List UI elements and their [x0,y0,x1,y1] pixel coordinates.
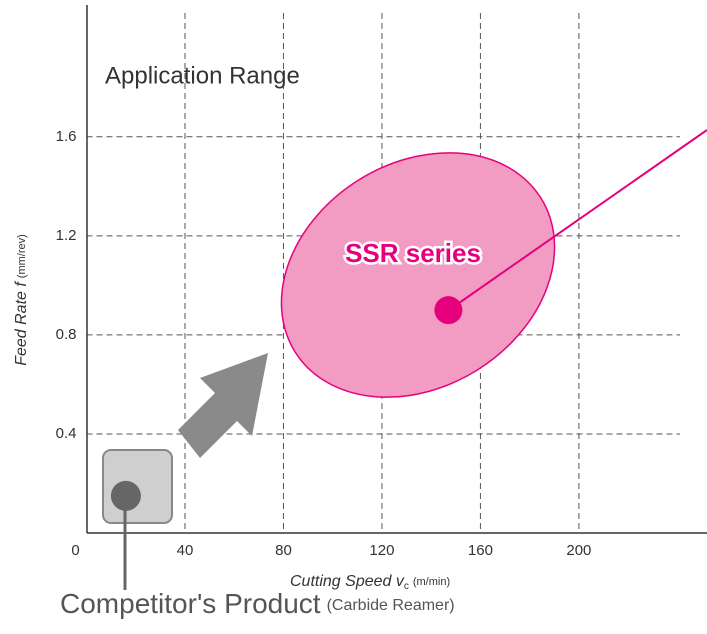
x-tick-label: 200 [566,542,591,559]
competitor-name: Competitor's Product [60,588,321,619]
x-tick-label: 120 [369,542,394,559]
competitor-note: (Carbide Reamer) [327,597,455,614]
y-label-unit: (mm/rev) [16,234,28,278]
y-tick-label: 1.2 [56,227,77,244]
y-tick-label: 0.4 [56,425,77,442]
x-tick-label: 160 [468,542,493,559]
arrow [178,353,268,458]
chart-title: Application Range [105,62,300,89]
x-label-text: Cutting Speed v [290,573,405,590]
x-label-unit: (m/min) [413,576,450,588]
x-tick-label: 80 [275,542,292,559]
y-tick-label: 0.8 [56,326,77,343]
ssr-region [280,152,556,398]
y-tick-label: 1.6 [56,128,77,145]
y-label-text: Feed Rate f [13,281,30,366]
point [434,296,463,325]
competitor-label: Competitor's Product (Carbide Reamer) [60,588,455,619]
leader-line [448,129,707,311]
x-axis-label: Cutting Speed vc (m/min) [290,573,450,591]
y-axis-label: Feed Rate f (mm/rev) [13,234,30,366]
point [110,480,141,511]
x-label-sub: c [404,581,409,592]
x-tick-label: 0 [71,542,79,559]
series-label: SSR series [345,238,481,268]
x-tick-label: 40 [177,542,194,559]
